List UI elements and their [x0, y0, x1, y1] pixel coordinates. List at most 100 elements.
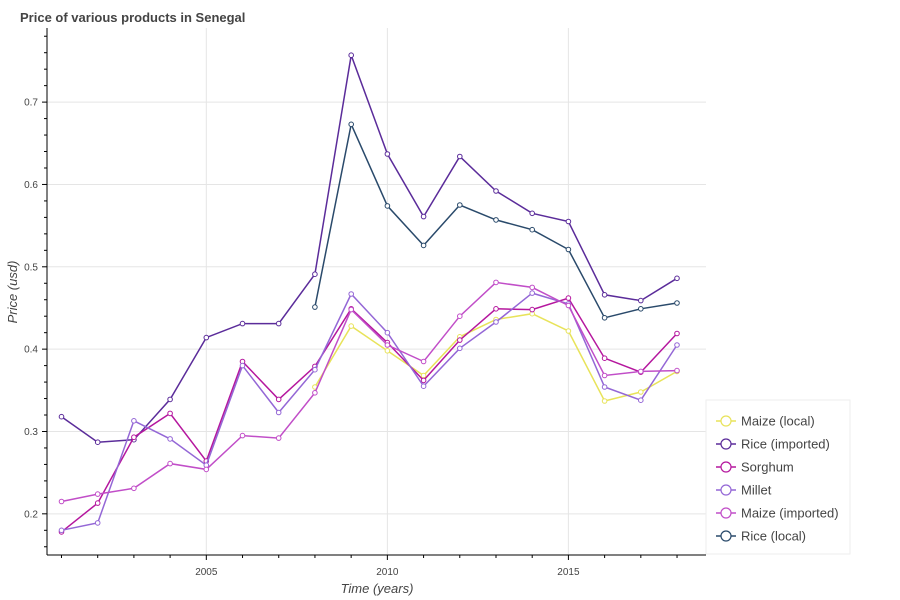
data-point [348, 291, 355, 297]
data-point [312, 366, 318, 373]
series-line [61, 281, 678, 503]
legend-swatch-marker [720, 415, 732, 427]
data-point [239, 320, 246, 327]
data-point [275, 409, 282, 416]
data-point [565, 295, 572, 301]
legend-label: Millet [741, 483, 772, 498]
data-point [203, 466, 210, 473]
axes [46, 28, 706, 556]
data-point [601, 315, 608, 321]
data-point [420, 377, 427, 384]
data-point [529, 226, 536, 233]
data-point [565, 302, 572, 309]
legend-item: Maize (imported) [716, 506, 839, 521]
data-point [565, 246, 572, 253]
legend-swatch-marker [720, 438, 732, 450]
series-group [58, 295, 680, 535]
legend-swatch-marker [720, 530, 732, 542]
data-point [493, 279, 499, 286]
data-point [167, 410, 173, 417]
legend-label: Sorghum [741, 460, 794, 475]
data-point [493, 319, 499, 325]
legend-item: Maize (local) [716, 414, 815, 429]
data-point [529, 210, 536, 217]
data-point [94, 520, 101, 526]
legend-item: Rice (imported) [716, 437, 830, 452]
data-point [601, 355, 608, 362]
data-point [638, 389, 644, 395]
y-tick-label: 0.2 [24, 509, 38, 520]
data-point [203, 334, 210, 341]
y-tick-label: 0.3 [24, 427, 38, 438]
data-point [493, 188, 499, 194]
data-point [601, 384, 608, 390]
data-point [457, 345, 463, 352]
legend-item: Sorghum [716, 460, 794, 475]
series-group [58, 52, 680, 446]
data-point [638, 368, 644, 375]
data-point [167, 396, 173, 403]
x-tick-label: 2005 [195, 567, 218, 578]
data-point [384, 203, 391, 209]
data-point [348, 306, 355, 313]
legend-swatch-marker [720, 484, 732, 496]
data-point [674, 275, 680, 282]
data-point [131, 418, 137, 424]
x-tick-label: 2010 [376, 567, 399, 578]
series-line [61, 292, 678, 532]
data-point [493, 306, 499, 312]
data-point [58, 498, 65, 505]
data-point [275, 320, 282, 327]
data-point [674, 342, 680, 348]
data-point [638, 297, 644, 304]
data-point [384, 342, 391, 348]
data-point [94, 439, 101, 446]
data-point [601, 372, 608, 379]
data-point [565, 328, 572, 334]
data-point [493, 217, 499, 223]
series-group [58, 279, 680, 505]
data-point [348, 121, 355, 128]
tick-labels: 2005 2010 2015 0.2 0.3 0.4 0.5 0.6 0.7 [24, 35, 678, 578]
data-point [638, 397, 644, 404]
y-tick-label: 0.7 [24, 98, 38, 109]
legend-item: Millet [716, 483, 772, 498]
series-lines [58, 52, 680, 535]
legend-item: Rice (local) [716, 529, 806, 544]
series-line [61, 297, 678, 533]
series-group [312, 121, 680, 321]
y-axis-label: Price (usd) [5, 261, 20, 324]
data-point [601, 398, 608, 404]
data-point [457, 337, 463, 343]
data-point [239, 362, 246, 369]
legend-label: Maize (imported) [741, 506, 839, 521]
data-point [94, 500, 101, 506]
data-point [312, 304, 318, 310]
legend: Maize (local) Rice (imported) Sorghum Mille… [705, 399, 851, 555]
gridlines [47, 28, 706, 555]
data-point [674, 367, 680, 374]
data-point [58, 527, 65, 534]
data-point [58, 413, 65, 420]
data-point [420, 358, 427, 365]
data-point [167, 436, 173, 442]
data-point [312, 271, 318, 278]
data-point [275, 435, 282, 441]
data-point [131, 485, 137, 492]
y-tick-label: 0.6 [24, 180, 38, 191]
data-point [529, 284, 536, 291]
data-point [638, 306, 644, 312]
data-point [420, 242, 427, 249]
series-line [61, 52, 678, 443]
data-point [131, 434, 137, 441]
legend-label: Maize (local) [741, 414, 815, 429]
data-point [348, 52, 355, 59]
chart-title: Price of various products in Senegal [20, 10, 245, 25]
data-point [384, 151, 391, 157]
data-point [420, 372, 427, 379]
x-axis-label: Time (years) [341, 581, 414, 596]
data-point [312, 390, 318, 396]
data-point [384, 348, 391, 354]
data-point [94, 491, 101, 497]
